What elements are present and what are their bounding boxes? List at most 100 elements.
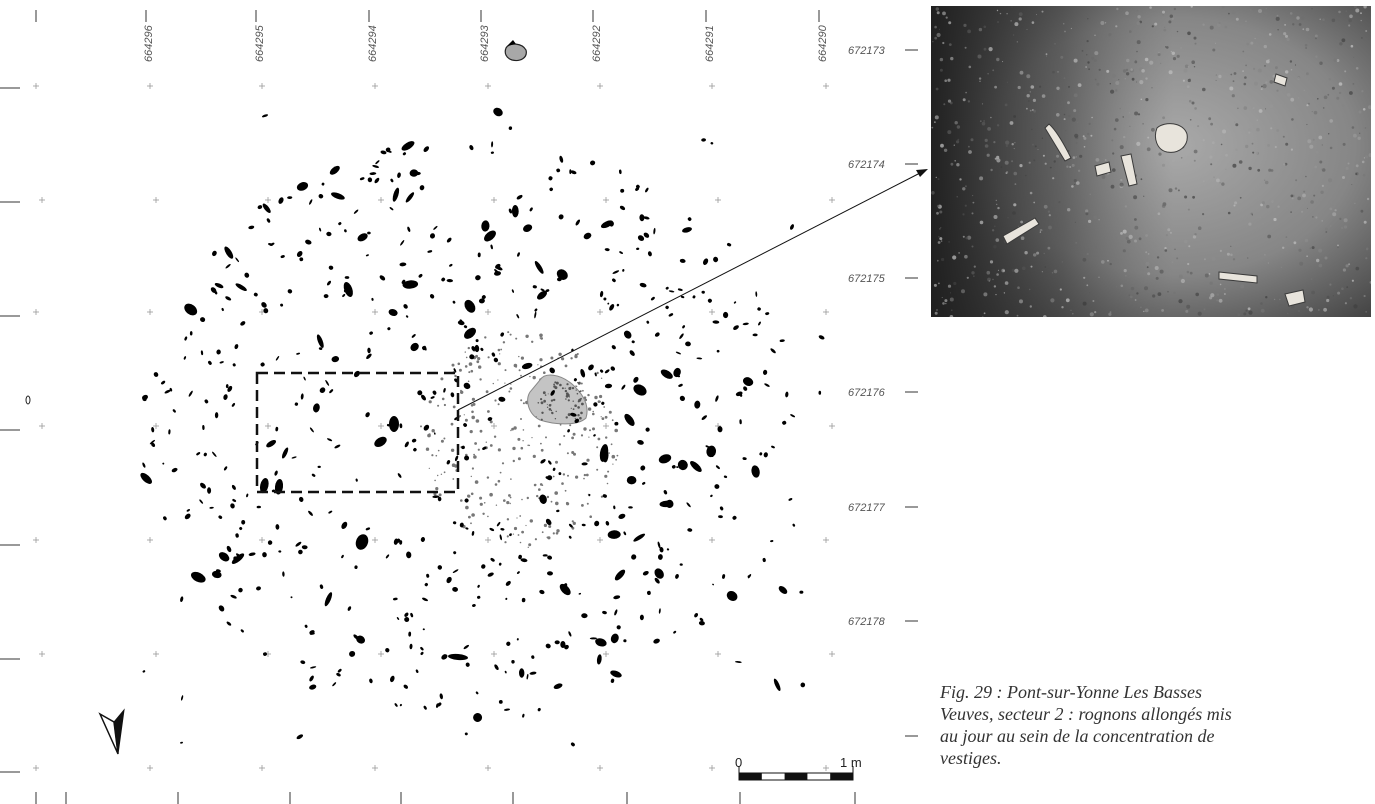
photo-grain-speck <box>1115 25 1118 28</box>
grey-remain-dot <box>608 452 610 454</box>
photo-grain-speck <box>1140 98 1143 101</box>
remain-mark <box>559 583 571 596</box>
photo-grain-speck <box>957 138 960 141</box>
photo-grain-speck <box>1348 24 1351 27</box>
grey-remain-dot <box>468 515 471 519</box>
photo-grain-speck <box>964 254 968 259</box>
photo-grain-speck <box>947 130 952 135</box>
photo-grain-speck <box>949 101 953 105</box>
photo-grain-speck <box>1180 278 1185 284</box>
remain-mark <box>542 554 548 557</box>
remain-mark <box>452 586 458 592</box>
photo-grain-speck <box>1302 28 1305 31</box>
remain-mark <box>397 172 401 178</box>
remain-mark <box>184 303 198 316</box>
photo-grain-speck <box>956 196 958 198</box>
remain-mark <box>287 196 293 200</box>
remain-mark <box>493 357 499 363</box>
photo-grain-speck <box>993 225 996 228</box>
photo-grain-speck <box>1086 54 1088 56</box>
photo-grain-speck <box>1134 218 1137 221</box>
grey-remain-dot <box>539 358 543 362</box>
grey-remain-dot <box>604 474 608 478</box>
remain-mark <box>418 273 423 278</box>
photo-grain-speck <box>983 120 985 122</box>
grey-remain-dot <box>611 454 616 459</box>
remain-mark <box>593 434 596 437</box>
photo-grain-speck <box>1044 162 1047 165</box>
grey-remain-dot <box>483 502 486 504</box>
photo-grain-speck <box>1014 183 1017 186</box>
remain-mark <box>323 294 329 299</box>
photo-grain-speck <box>1145 234 1148 237</box>
photo-grain-speck <box>1094 246 1097 249</box>
photo-grain-speck <box>1070 309 1072 311</box>
photo-grain-speck <box>1039 85 1042 88</box>
photo-grain-speck <box>1293 241 1297 245</box>
photo-grain-speck <box>1005 140 1010 145</box>
photo-grain-speck <box>948 240 951 243</box>
hearth-dot <box>565 416 568 419</box>
remain-mark <box>631 554 637 560</box>
photo-grain-speck <box>1032 98 1036 102</box>
remain-mark <box>287 289 293 294</box>
remain-mark <box>227 385 233 392</box>
remain-mark <box>594 520 600 527</box>
remain-mark <box>580 368 586 378</box>
photo-grain-speck <box>1056 86 1060 91</box>
y-coord-label: 672173 <box>848 45 886 57</box>
grey-remain-dot <box>512 446 516 451</box>
grey-remain-dot <box>506 518 510 521</box>
photo-grain-speck <box>1036 251 1040 255</box>
remain-mark <box>654 577 660 584</box>
remain-mark <box>599 444 609 462</box>
grey-remain-dot <box>487 356 490 359</box>
hearth-dot <box>578 398 582 402</box>
photo-grain-speck <box>1290 211 1292 213</box>
remain-mark <box>406 551 412 559</box>
grey-remain-dot <box>499 353 501 355</box>
grey-remain-dot <box>540 448 544 452</box>
remain-mark <box>472 604 476 607</box>
remain-mark <box>309 675 314 682</box>
photo-grain-speck <box>993 285 997 288</box>
photo-grain-speck <box>1002 61 1004 63</box>
photo-grain-speck <box>1360 209 1364 213</box>
photo-grain-speck <box>1136 21 1141 26</box>
remain-mark <box>410 612 414 618</box>
caption-line: vestiges. <box>940 748 1002 768</box>
remain-mark <box>668 313 674 317</box>
photo-grain-speck <box>1265 108 1267 110</box>
photo-grain-speck <box>1349 14 1353 19</box>
remain-mark <box>623 639 627 643</box>
grey-remain-dot <box>503 499 506 502</box>
photo-grain-speck <box>1116 7 1119 11</box>
remain-mark <box>701 290 705 294</box>
photo-grain-speck <box>1238 160 1243 164</box>
remain-mark <box>212 250 217 257</box>
photo-grain-speck <box>993 215 998 219</box>
photo-grain-speck <box>1045 53 1048 55</box>
grey-remain-dot <box>539 333 543 338</box>
remain-mark <box>759 452 763 456</box>
hearth-dot <box>577 406 580 409</box>
grey-remain-dot <box>510 383 512 385</box>
grey-remain-dot <box>547 536 551 540</box>
photo-grain-speck <box>936 11 940 15</box>
remain-mark <box>331 192 345 200</box>
remain-mark <box>375 160 380 165</box>
remain-mark <box>316 334 324 348</box>
photo-grain-speck <box>1146 147 1151 152</box>
photo-grain-speck <box>1098 276 1100 278</box>
x-coord-label: 664291 <box>704 25 716 62</box>
remain-mark <box>421 394 426 401</box>
remain-mark <box>296 251 303 257</box>
photo-grain-speck <box>972 201 975 204</box>
photo-grain-speck <box>939 237 943 241</box>
remain-mark <box>752 333 758 337</box>
grey-remain-dot <box>525 524 527 527</box>
grey-remain-dot <box>541 531 544 534</box>
grey-remain-dot <box>562 473 566 476</box>
remain-mark <box>511 660 515 664</box>
photo-grain-speck <box>1282 135 1285 138</box>
